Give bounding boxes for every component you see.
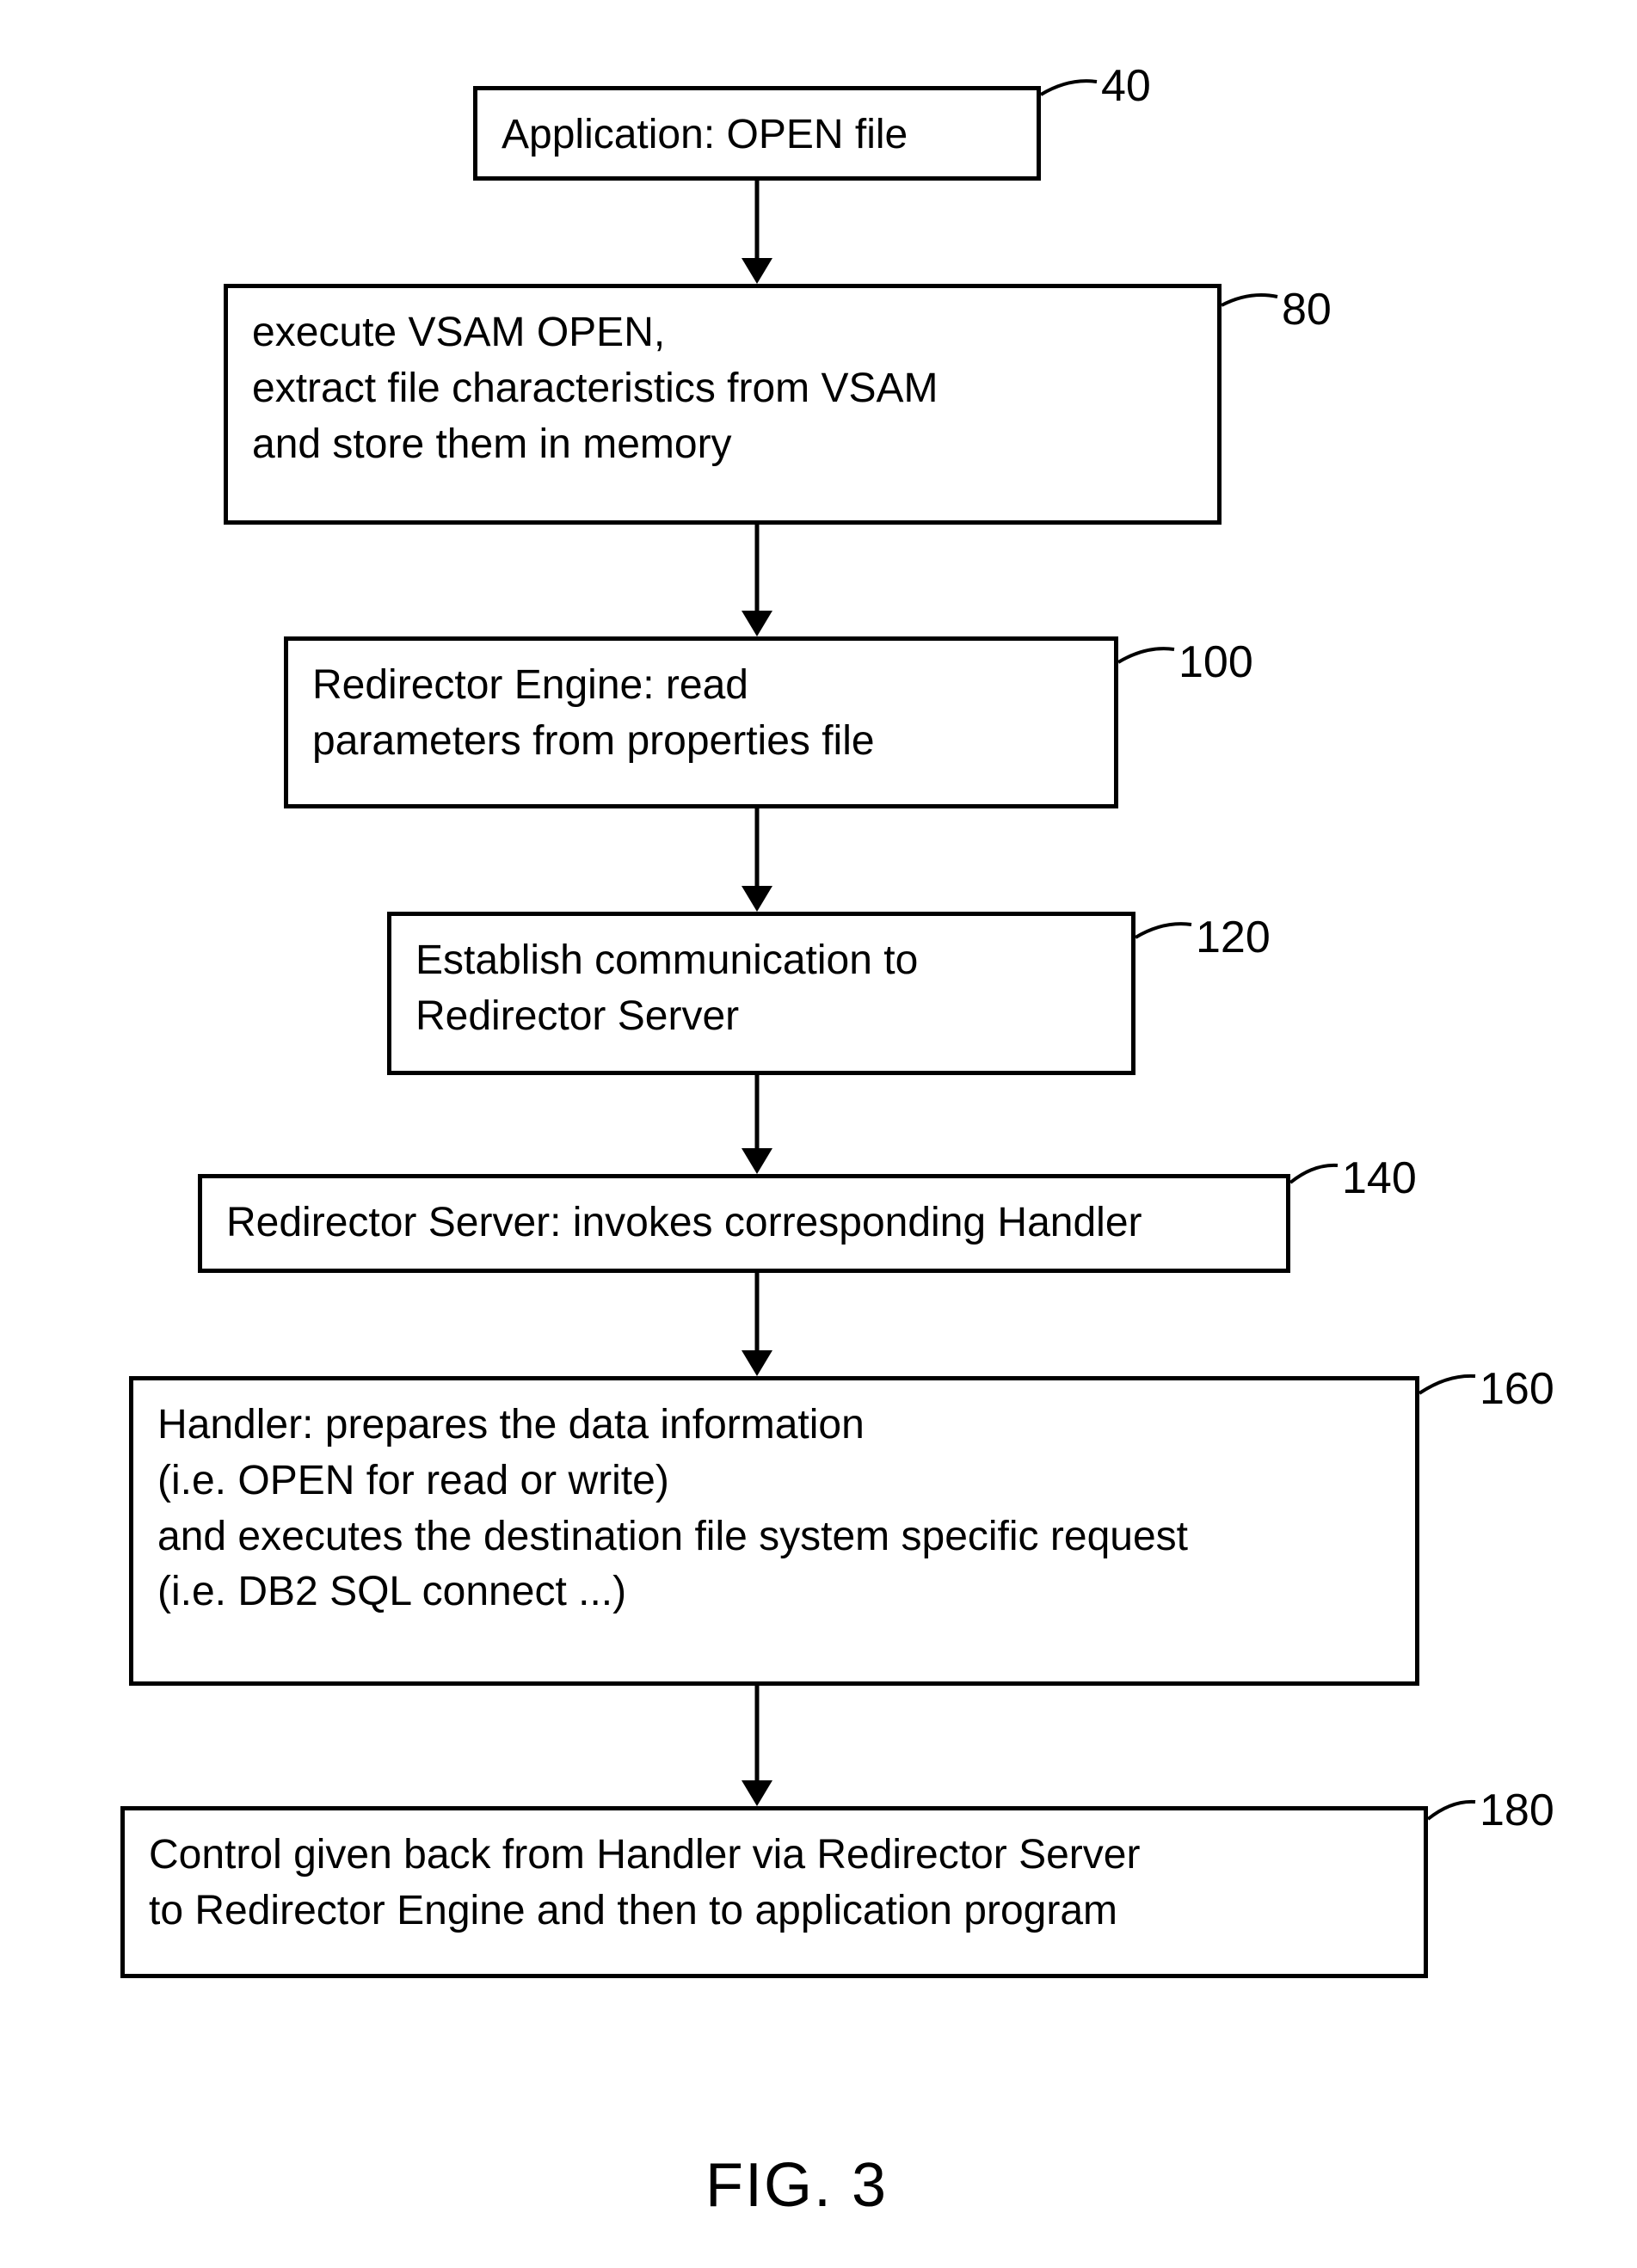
flow-node-label-n120: 120 xyxy=(1196,912,1271,963)
flow-node-text: Establish communication to Redirector Se… xyxy=(415,933,918,1045)
flow-node-n120: Establish communication to Redirector Se… xyxy=(387,912,1135,1075)
flow-node-n160: Handler: prepares the data information (… xyxy=(129,1376,1419,1686)
flow-node-n40: Application: OPEN file xyxy=(473,86,1041,181)
flow-node-text: Control given back from Handler via Redi… xyxy=(149,1828,1140,1939)
figure-caption: FIG. 3 xyxy=(705,2150,888,2221)
flow-node-n100: Redirector Engine: read parameters from … xyxy=(284,636,1118,808)
flow-node-text: Redirector Engine: read parameters from … xyxy=(312,658,875,770)
flow-node-text: Handler: prepares the data information (… xyxy=(157,1398,1188,1620)
flow-node-label-n40: 40 xyxy=(1101,60,1151,112)
flow-node-text: Application: OPEN file xyxy=(502,108,908,163)
flow-node-label-n140: 140 xyxy=(1342,1152,1417,1204)
flowchart-page: FIG. 3 Application: OPEN file 40 execute V… xyxy=(0,0,1637,2268)
flow-node-label-n160: 160 xyxy=(1480,1363,1554,1415)
flow-node-n180: Control given back from Handler via Redi… xyxy=(120,1806,1428,1978)
flow-node-text: execute VSAM OPEN, extract file characte… xyxy=(252,305,939,472)
flow-node-n140: Redirector Server: invokes corresponding… xyxy=(198,1174,1290,1273)
flow-node-text: Redirector Server: invokes corresponding… xyxy=(226,1195,1142,1251)
flow-node-n80: execute VSAM OPEN, extract file characte… xyxy=(224,284,1222,525)
flow-node-label-n80: 80 xyxy=(1282,284,1332,335)
flow-node-label-n180: 180 xyxy=(1480,1785,1554,1836)
flow-node-label-n100: 100 xyxy=(1179,636,1253,688)
